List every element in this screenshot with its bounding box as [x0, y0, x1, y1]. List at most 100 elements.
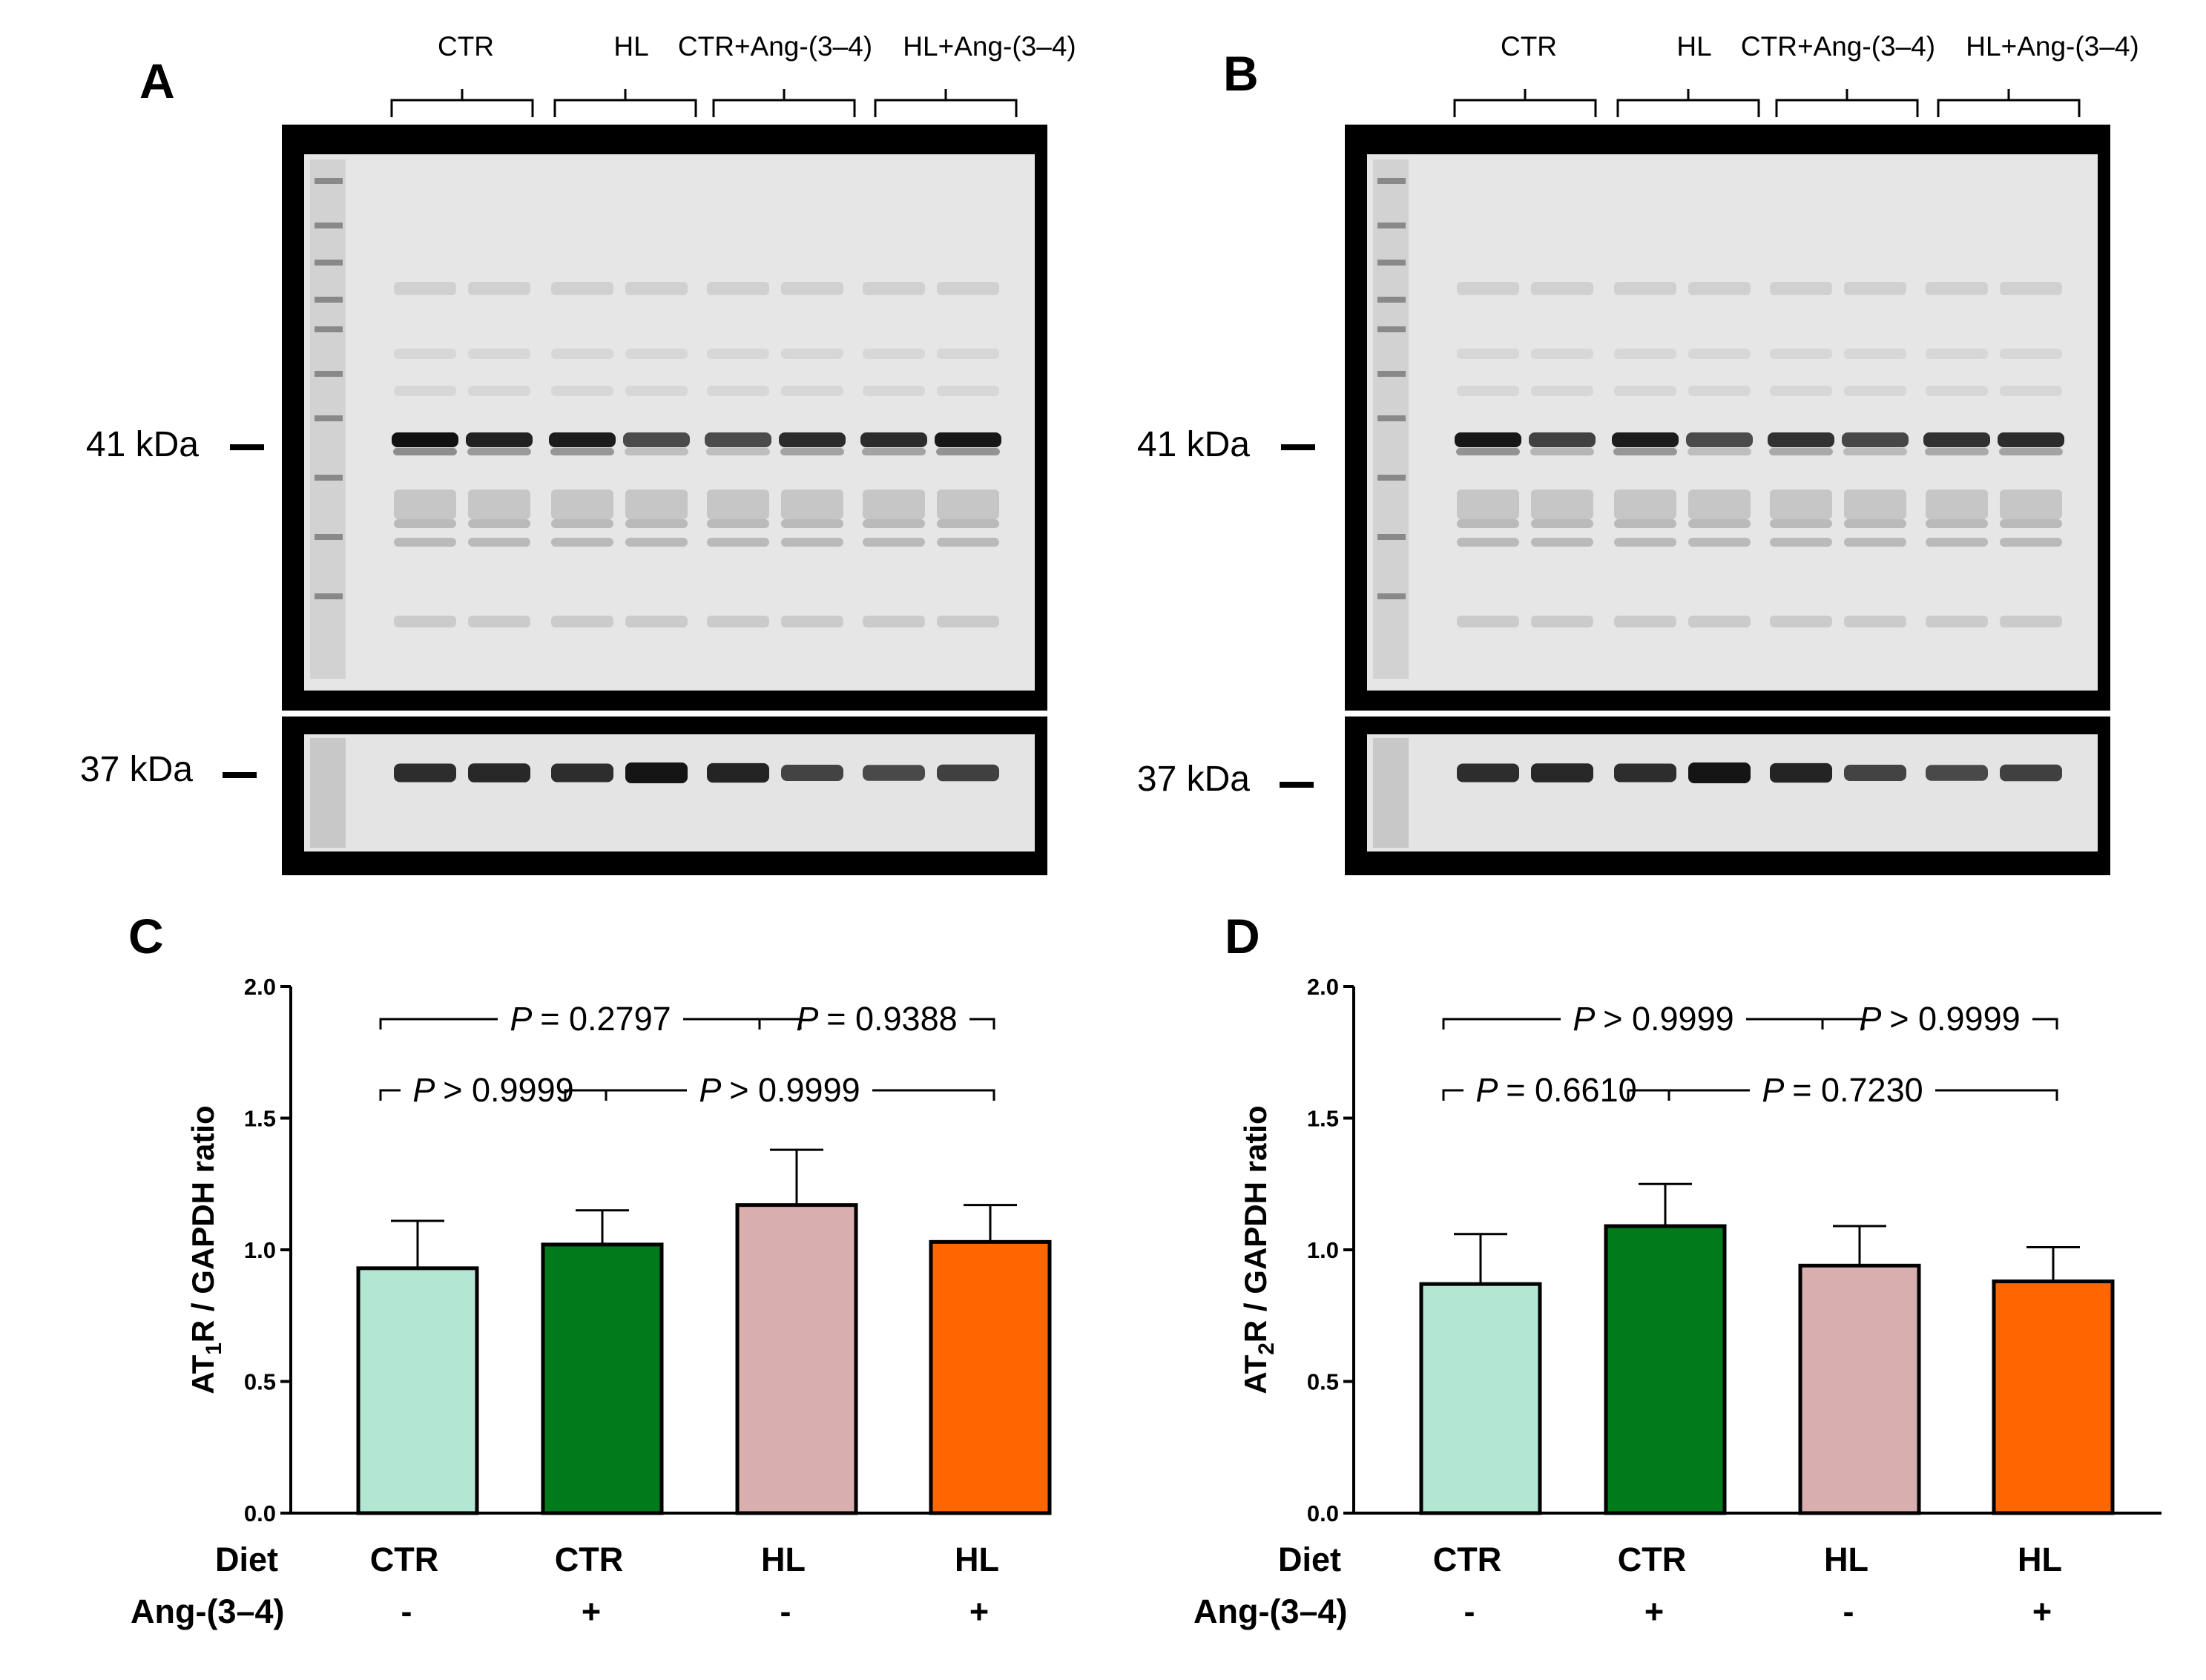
ladder-band [315, 297, 343, 303]
bar [356, 1266, 479, 1515]
faint-band [394, 519, 456, 528]
faint-band [863, 490, 925, 519]
p-value-symbol: P [1573, 1000, 1603, 1038]
panel-a: A CTR HL CTR+Ang-(3–4) HL+Ang-(3–4) 41 k… [80, 31, 1076, 875]
faint-band [1926, 519, 1988, 528]
faint-band [551, 349, 613, 359]
faint-band [1614, 519, 1676, 528]
band-41kda [1998, 432, 2064, 447]
faint-band [2000, 616, 2062, 627]
group-label-hl: HL [1676, 31, 1711, 62]
band-41kda [1923, 432, 1990, 447]
faint-band [394, 538, 456, 547]
faint-band [1844, 490, 1906, 519]
band-37kda [1770, 762, 1832, 783]
blot-membrane-top [304, 154, 1035, 691]
p-value-text: = 0.7230 [1792, 1071, 1923, 1109]
ladder-band [1377, 297, 1406, 303]
band-41kda-lower [1999, 448, 2063, 455]
faint-band [1614, 616, 1676, 627]
comparison-bracket [564, 1089, 995, 1101]
faint-band [781, 490, 843, 519]
faint-band [707, 616, 769, 627]
faint-band [625, 519, 688, 528]
faint-band [468, 349, 530, 359]
group-bracket [1453, 89, 1597, 117]
chart-panel-c: C 0.0 0.5 1.0 1.5 2.0 AT1R / GAPDH ratio Diet An… [128, 909, 1052, 1630]
faint-band [1531, 519, 1593, 528]
faint-band [781, 282, 843, 295]
mw-label-41: 41 kDa [86, 425, 199, 464]
faint-band [2000, 386, 2062, 396]
row-label-ang: Ang-(3–4) [131, 1592, 285, 1630]
band-41kda [623, 432, 690, 447]
blot-bands [1455, 282, 2064, 783]
faint-band [1457, 349, 1519, 359]
diet-label: HL [761, 1541, 806, 1578]
ladder-lane [310, 738, 346, 848]
band-41kda [549, 432, 616, 447]
faint-band [1926, 282, 1988, 295]
row-label-diet: Diet [215, 1541, 278, 1578]
p-value-label: P > 0.9999 [1573, 1000, 1733, 1038]
panel-label: C [128, 909, 164, 963]
mw-label-37: 37 kDa [80, 750, 193, 789]
band-37kda [551, 763, 613, 783]
diet-label: CTR [1433, 1541, 1501, 1578]
bar [1419, 1282, 1542, 1515]
p-value-label: P > 0.9999 [412, 1071, 573, 1109]
faint-band [1844, 282, 1906, 295]
faint-band [551, 538, 613, 547]
faint-band [781, 519, 843, 528]
y-axis-label-pre: AT [1238, 1354, 1273, 1394]
lane-brackets [1453, 89, 2081, 117]
band-41kda-lower [1925, 448, 1989, 455]
blot-membrane-top [1367, 154, 2098, 691]
y-tick-label: 0.0 [244, 1501, 276, 1526]
faint-band [937, 490, 999, 519]
p-value-text: > 0.9999 [729, 1071, 860, 1109]
faint-band [863, 282, 925, 295]
marker-ladder [310, 159, 346, 848]
blot-membrane-bottom [304, 734, 1035, 851]
faint-band [937, 519, 999, 528]
band-41kda-lower [1688, 448, 1751, 455]
p-value-symbol: P [699, 1071, 729, 1109]
ang-label: + [582, 1592, 601, 1630]
faint-band [1457, 519, 1519, 528]
faint-band [707, 490, 769, 519]
diet-label: HL [1824, 1541, 1868, 1578]
ladder-lane [1373, 738, 1409, 848]
faint-band [937, 538, 999, 547]
comparison-bracket [1442, 1018, 1865, 1030]
group-label-ctr: CTR [1501, 31, 1557, 62]
band-37kda [1457, 763, 1519, 783]
faint-band [1688, 490, 1751, 519]
y-tick-label: 1.5 [1307, 1106, 1339, 1132]
band-37kda [1926, 765, 1988, 781]
band-41kda-lower [1613, 448, 1677, 455]
bar [1798, 1263, 1921, 1515]
faint-band [1926, 616, 1988, 627]
group-bracket [874, 89, 1018, 117]
group-label-hl-ang: HL+Ang-(3–4) [903, 31, 1076, 62]
p-value-symbol: P [510, 1000, 540, 1038]
band-41kda-lower [1456, 448, 1520, 455]
band-41kda-lower [467, 448, 531, 455]
faint-band [625, 349, 688, 359]
p-value-text: > 0.9999 [1603, 1000, 1733, 1038]
y-axis-label-sub: 2 [1254, 1343, 1279, 1355]
faint-band [394, 616, 456, 627]
y-tick-label: 0.0 [1307, 1501, 1339, 1526]
bar [1992, 1279, 2115, 1515]
band-41kda [392, 432, 458, 447]
band-37kda [468, 763, 530, 783]
marker-ladder [1373, 159, 1409, 848]
panel-label: D [1225, 909, 1260, 963]
p-value-label: P > 0.9999 [699, 1071, 860, 1109]
faint-band [551, 282, 613, 295]
ang-label: + [1644, 1592, 1664, 1630]
faint-band [1457, 282, 1519, 295]
band-37kda [781, 765, 843, 781]
group-bracket [1775, 89, 1919, 117]
